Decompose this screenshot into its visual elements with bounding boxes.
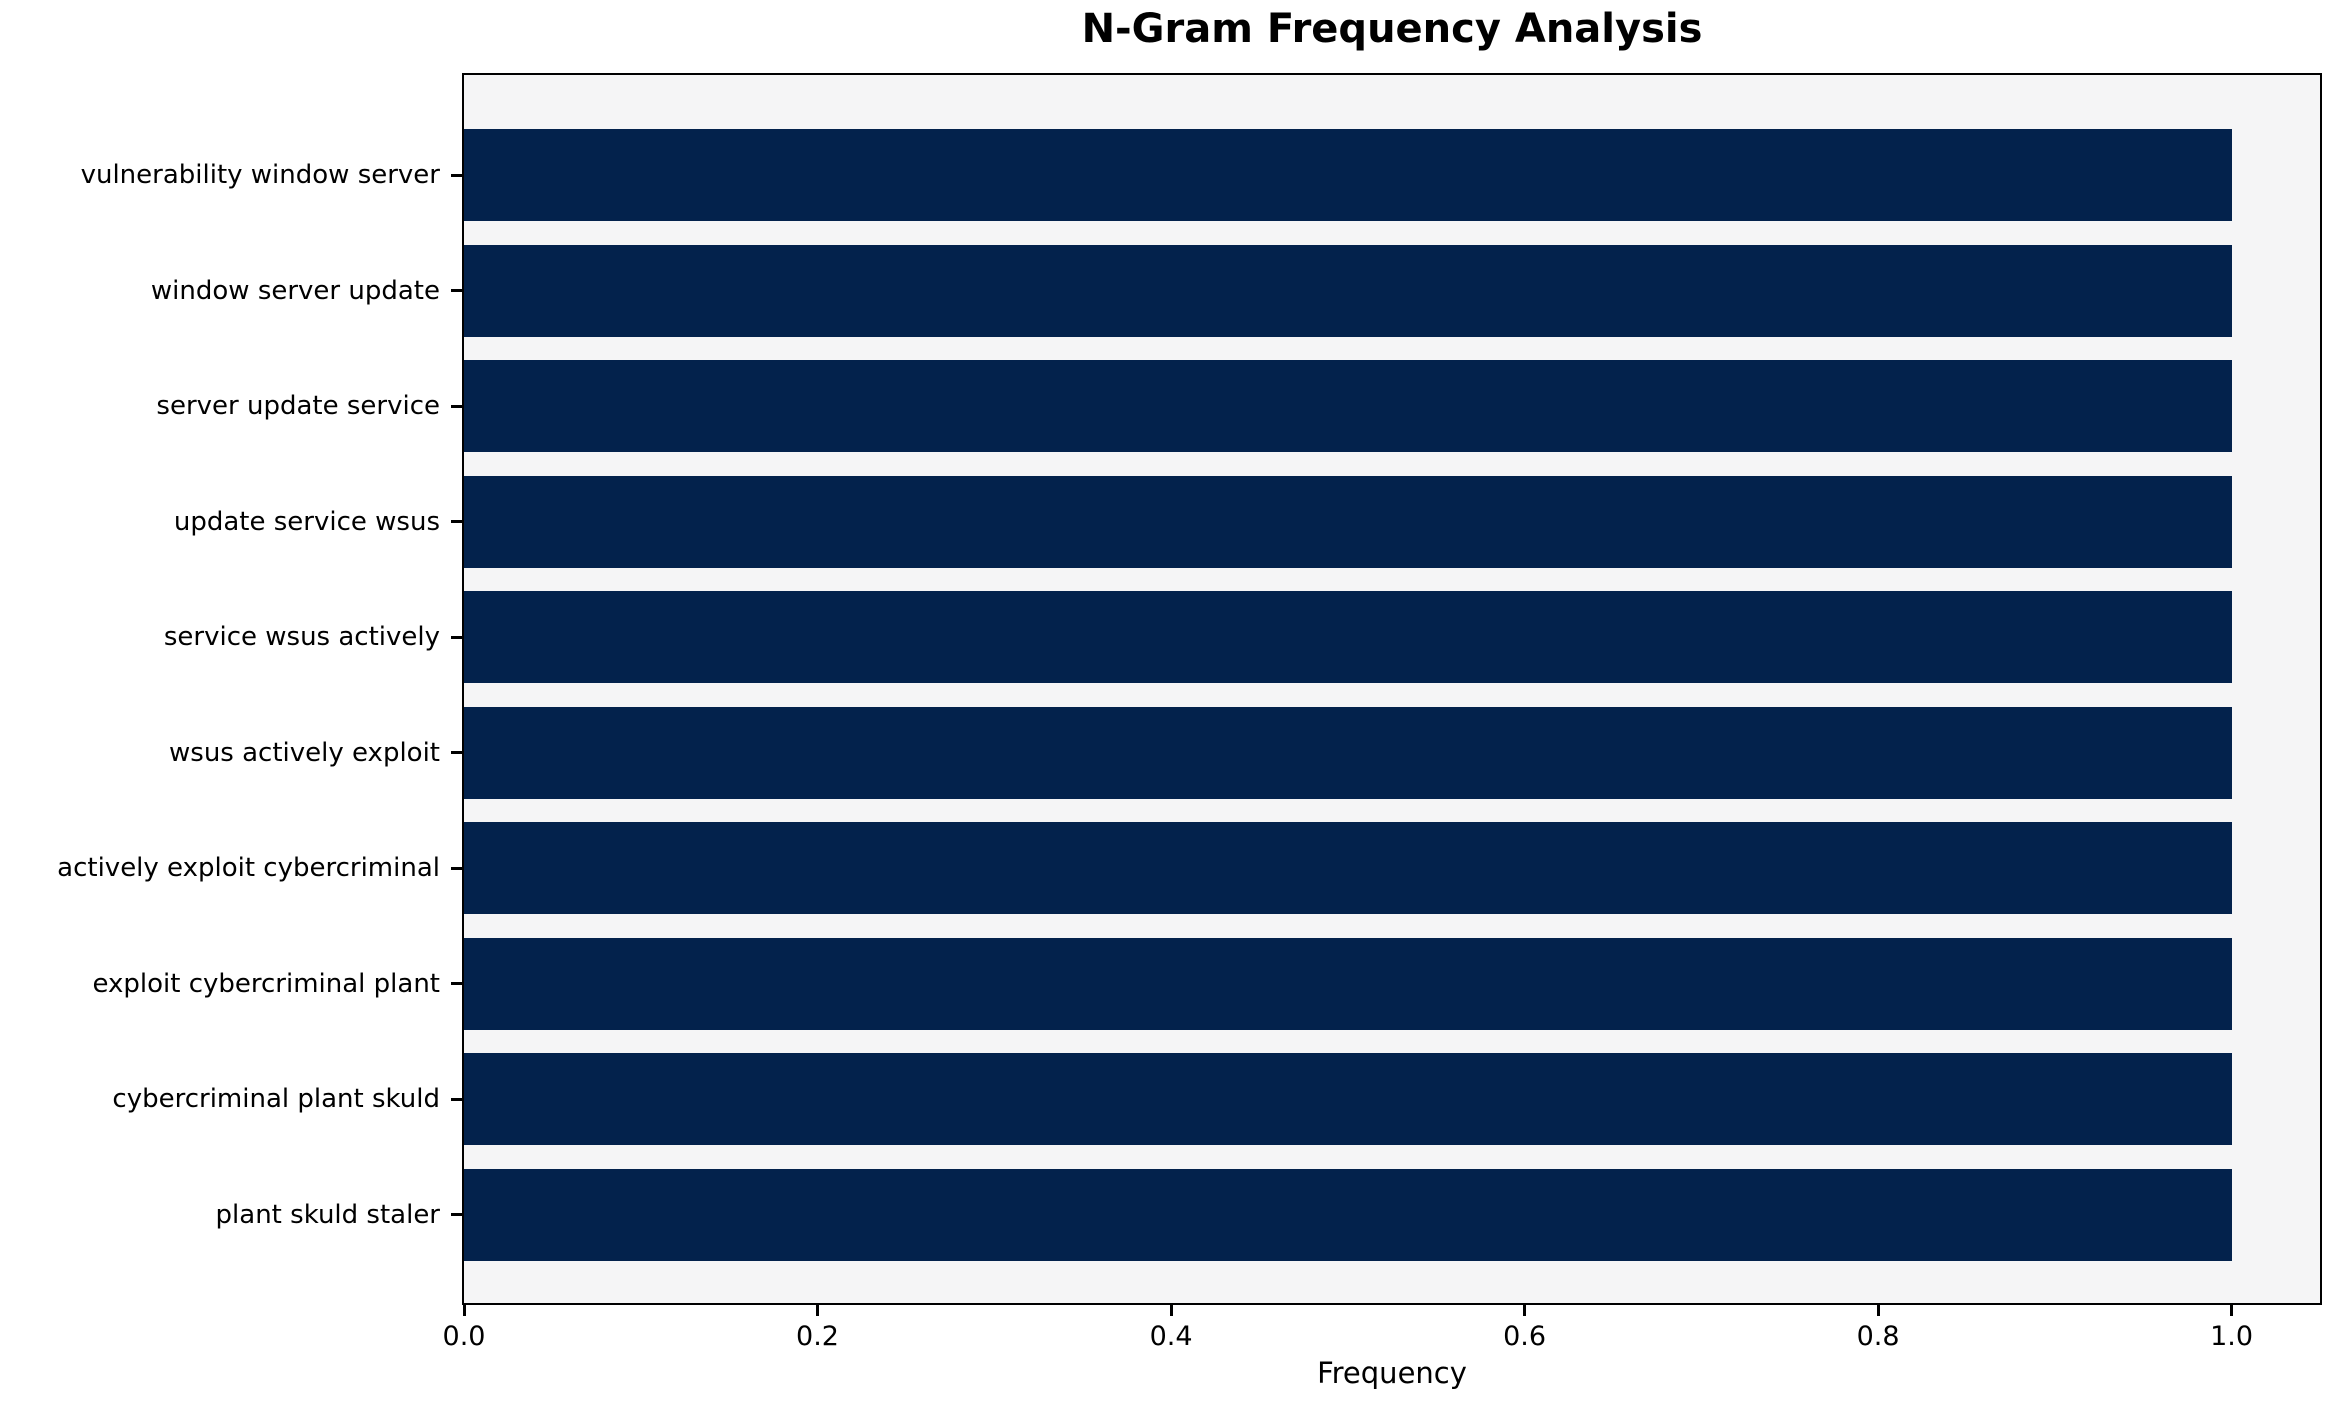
y-tick-mark [451,520,462,523]
y-tick-mark [451,1097,462,1101]
y-tick-mark [451,635,462,639]
x-tick-label: 0.4 [1149,1321,1193,1352]
y-tick-label: vulnerability window server [80,160,440,190]
bar-wsus-actively-exploit [464,706,2232,799]
y-tick-label: plant skuld staler [215,1199,440,1230]
bar-update-service-wsus [464,475,2232,568]
y-tick-mark [451,866,462,870]
y-tick-mark [451,982,462,985]
y-tick-mark [451,751,462,754]
bar-vulnerability-window-server [464,129,2232,221]
bar-actively-exploit-cybercriminal [464,822,2232,914]
bar-exploit-cybercriminal-plant [464,937,2232,1030]
y-tick-label: update service wsus [173,506,440,537]
bar-service-wsus-actively [464,591,2232,683]
x-tick-label: 0.6 [1503,1321,1547,1352]
bar-cybercriminal-plant-skuld [464,1053,2232,1145]
bar-window-server-update [464,244,2232,337]
y-tick-label: wsus actively exploit [169,737,440,768]
x-axis-label: Frequency [1317,1356,1467,1390]
x-tick-label: 0.2 [796,1321,839,1352]
y-tick-label: actively exploit cybercriminal [57,853,440,883]
x-tick-label: 0.8 [1856,1321,1900,1352]
x-tick-label: 1.0 [2210,1321,2254,1352]
y-tick-label: service wsus actively [163,622,440,652]
x-tick-mark [1169,1305,1173,1316]
chart-title: N-Gram Frequency Analysis [1081,6,1703,52]
bar-server-update-service [464,360,2232,452]
y-tick-mark [451,404,462,408]
x-tick-mark [1876,1305,1880,1316]
y-tick-mark [451,289,462,292]
x-tick-mark [462,1305,466,1316]
x-tick-mark [1523,1305,1527,1316]
y-tick-label: server update service [156,391,440,421]
y-tick-label: window server update [150,275,440,306]
x-tick-label: 0.0 [442,1321,486,1352]
y-tick-label: exploit cybercriminal plant [92,968,440,999]
x-tick-mark [2230,1305,2234,1316]
y-tick-mark [451,1213,462,1216]
y-tick-mark [451,173,462,177]
plot-area [462,73,2322,1305]
x-tick-mark [816,1305,820,1316]
bar-plant-skuld-staler [464,1168,2232,1261]
y-tick-label: cybercriminal plant skuld [112,1084,440,1114]
